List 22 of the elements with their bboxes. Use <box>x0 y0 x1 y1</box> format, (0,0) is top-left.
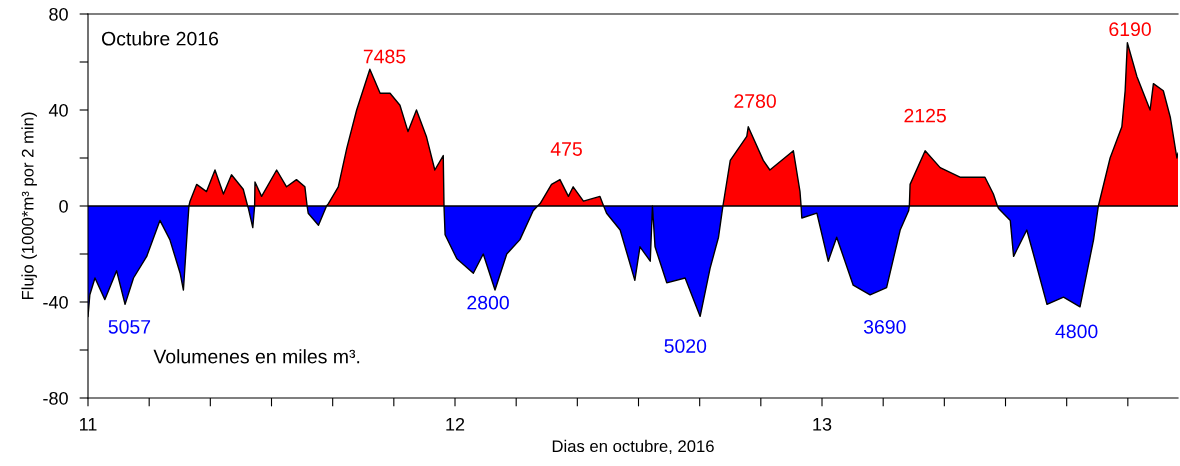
annotation: 6190 <box>1109 22 1151 37</box>
y-tick-label: 40 <box>48 103 68 117</box>
annotation: 2800 <box>467 295 509 310</box>
y-tick-label: -80 <box>43 391 68 405</box>
annotation: 475 <box>550 142 582 156</box>
annotation: 5057 <box>108 319 151 334</box>
y-tick-label: -40 <box>43 295 68 309</box>
annotation: 5020 <box>664 339 707 353</box>
annotation: Volumenes en miles m³. <box>153 349 360 364</box>
annotation: 4800 <box>1055 324 1098 339</box>
annotation: 3690 <box>863 319 906 334</box>
annotation: Octubre 2016 <box>102 31 219 46</box>
x-axis-title: Dias en octubre, 2016 <box>552 439 714 455</box>
annotation: 7485 <box>363 49 406 64</box>
y-tick-label: 80 <box>49 7 68 21</box>
x-tick-label: 12 <box>446 417 465 431</box>
x-tick-label: 13 <box>813 417 832 431</box>
y-tick-label: 0 <box>59 199 68 213</box>
annotation: 2780 <box>734 94 776 108</box>
x-tick-label: 11 <box>80 418 97 431</box>
y-axis-title: Flujo (1000*m³ por 2 min) <box>21 112 37 300</box>
annotation: 2125 <box>904 108 946 123</box>
